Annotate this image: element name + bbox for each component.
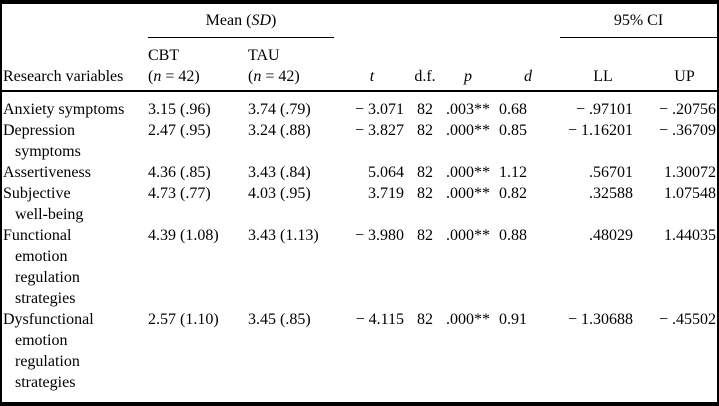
cell-p-value: .000**: [446, 185, 490, 202]
cell-df-value: 82: [417, 164, 433, 181]
cell-t-value: − 3.071: [354, 101, 404, 118]
spanner-empty-cell: [2, 4, 148, 38]
col-header-df: d.f.: [414, 68, 436, 85]
cell-cbt-mean-sd: 3.15 (.96): [148, 101, 211, 118]
cell-ci-upper: 1.44035: [664, 227, 716, 244]
cell-label: Dysfunctional emotion regulation strateg…: [3, 311, 94, 391]
cell-t-value: − 4.115: [355, 311, 404, 328]
table-body: Anxiety symptoms 3.15 (.96) 3.74 (.79) −…: [2, 92, 717, 393]
cell-tau-mean-sd: 3.45 (.85): [248, 311, 311, 328]
cell-tau-mean-sd: 4.03 (.95): [248, 185, 311, 202]
cell-ci-upper: 1.30072: [664, 164, 716, 181]
cell-d-value: 1.12: [499, 164, 527, 181]
cell-df-value: 82: [417, 101, 433, 118]
cell-label: Functional emotion regulation strategies: [3, 227, 80, 307]
col-header-cbt: CBT (n = 42): [148, 38, 248, 90]
cell-cbt-mean-sd: 2.47 (.95): [148, 122, 211, 139]
cell-label: Depression symptoms: [3, 122, 81, 160]
tau-n-label: (n = 42): [248, 68, 300, 85]
cell-df-value: 82: [417, 227, 433, 244]
cell-d-value: 0.82: [499, 185, 527, 202]
col-header-up: UP: [674, 68, 695, 85]
cell-d-value: 0.91: [499, 311, 527, 328]
cell-label: Assertiveness: [3, 164, 91, 181]
table-row-dysfunctional-emotion-regulation: Dysfunctional emotion regulation strateg…: [2, 309, 717, 393]
spanner-ci-text: 95% CI: [613, 11, 664, 29]
cell-ci-lower: − .97101: [575, 101, 633, 118]
cell-cbt-mean-sd: 4.39 (1.08): [148, 227, 219, 244]
cell-p-value: .000**: [446, 122, 490, 139]
col-header-ll: LL: [593, 68, 613, 85]
cell-p-value: .000**: [446, 227, 490, 244]
spanner-mean-text: Mean (SD): [205, 11, 277, 29]
cell-t-value: − 3.980: [354, 227, 404, 244]
spanner-95ci: 95% CI: [560, 4, 717, 38]
cbt-n-label: (n = 42): [148, 68, 200, 85]
col-header-tau: TAU (n = 42): [248, 38, 340, 90]
table-row-functional-emotion-regulation: Functional emotion regulation strategies…: [2, 225, 717, 309]
col-header-research-variables: Research variables: [3, 68, 124, 85]
table-row-subjective-well-being: Subjective well-being 4.73 (.77) 4.03 (.…: [2, 183, 717, 225]
col-header-d: d: [524, 68, 532, 85]
cell-ci-lower: .48029: [589, 227, 633, 244]
cell-p-value: .003**: [446, 101, 490, 118]
cell-tau-mean-sd: 3.74 (.79): [248, 101, 311, 118]
cell-p-value: .000**: [446, 164, 490, 181]
table-header-row: Research variables CBT (n = 42) TAU (n =…: [2, 38, 717, 92]
cell-cbt-mean-sd: 4.36 (.85): [148, 164, 211, 181]
cell-p-value: .000**: [446, 311, 490, 328]
cell-tau-mean-sd: 3.43 (.84): [248, 164, 311, 181]
table-spanner-row: Mean (SD) 95% CI: [2, 4, 717, 38]
cell-df-value: 82: [417, 311, 433, 328]
cell-tau-mean-sd: 3.43 (1.13): [248, 227, 319, 244]
cell-d-value: 0.88: [499, 227, 527, 244]
cell-ci-upper: − .36709: [658, 122, 716, 139]
cell-ci-upper: − .45502: [658, 311, 716, 328]
cell-ci-upper: 1.07548: [664, 185, 716, 202]
cell-ci-lower: .32588: [589, 185, 633, 202]
cell-t-value: 3.719: [368, 185, 404, 202]
table-row-depression-symptoms: Depression symptoms 2.47 (.95) 3.24 (.88…: [2, 120, 717, 162]
cell-ci-lower: − 1.30688: [567, 311, 633, 328]
cell-t-value: 5.064: [368, 164, 404, 181]
table-row-anxiety-symptoms: Anxiety symptoms 3.15 (.96) 3.74 (.79) −…: [2, 99, 717, 120]
cell-d-value: 0.68: [499, 101, 527, 118]
cell-d-value: 0.85: [499, 122, 527, 139]
cell-cbt-mean-sd: 2.57 (1.10): [148, 311, 219, 328]
cell-label: Subjective well-being: [3, 185, 84, 223]
spanner-mean-sd: Mean (SD): [148, 4, 334, 38]
cell-df-value: 82: [417, 122, 433, 139]
cell-ci-upper: − .20756: [658, 101, 716, 118]
cell-ci-lower: .56701: [589, 164, 633, 181]
cell-tau-mean-sd: 3.24 (.88): [248, 122, 311, 139]
col-header-p: p: [464, 68, 472, 85]
table-row-assertiveness: Assertiveness 4.36 (.85) 3.43 (.84) 5.06…: [2, 162, 717, 183]
cell-label: Anxiety symptoms: [3, 101, 125, 118]
cell-cbt-mean-sd: 4.73 (.77): [148, 185, 211, 202]
spanner-gap: [340, 4, 536, 38]
col-header-t: t: [369, 68, 375, 85]
cell-ci-lower: − 1.16201: [567, 122, 633, 139]
cell-df-value: 82: [417, 185, 433, 202]
cell-t-value: − 3.827: [354, 122, 404, 139]
